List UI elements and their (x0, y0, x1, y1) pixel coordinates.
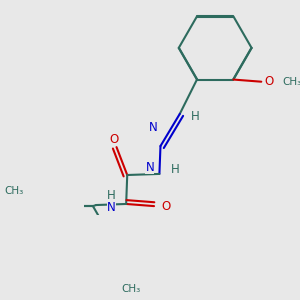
Text: O: O (162, 200, 171, 213)
Text: N: N (148, 121, 157, 134)
Text: CH₃: CH₃ (4, 186, 23, 196)
Text: N: N (146, 161, 154, 174)
Text: H: H (190, 110, 199, 122)
Text: H: H (171, 163, 180, 176)
Text: O: O (110, 133, 119, 146)
Text: O: O (264, 75, 273, 88)
Text: N: N (107, 201, 116, 214)
Text: CH₃: CH₃ (283, 77, 300, 87)
Text: H: H (107, 189, 116, 202)
Text: CH₃: CH₃ (122, 284, 141, 294)
